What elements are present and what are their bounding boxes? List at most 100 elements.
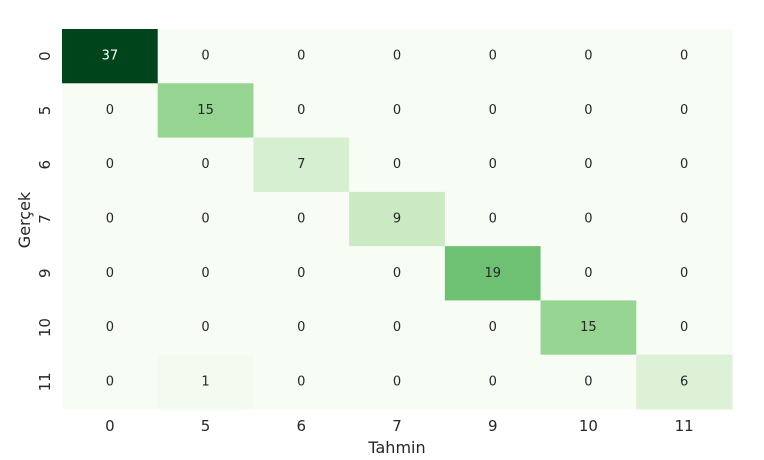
x-tick-label-0: 0 — [105, 417, 115, 435]
heatmap-cell-r6-c3 — [349, 354, 446, 410]
x-tick-label-4: 9 — [488, 417, 498, 435]
heatmap-cell-r6-c0 — [62, 354, 159, 410]
y-tick-label-2: 6 — [36, 160, 54, 170]
cell-value-r6-c6: 6 — [680, 374, 688, 389]
heatmap-cell-r2-c0 — [62, 137, 159, 193]
cell-value-r1-c6: 0 — [680, 103, 688, 118]
heatmap-cell-r1-c0 — [62, 83, 159, 139]
cell-value-r2-c6: 0 — [680, 157, 688, 172]
heatmap-cell-r4-c1 — [157, 246, 254, 301]
heatmap-cell-r2-c2 — [253, 137, 350, 193]
x-tick-label-3: 7 — [392, 417, 402, 435]
heatmap-cell-r6-c6 — [636, 354, 733, 410]
heatmap-cell-r0-c2 — [253, 29, 350, 84]
heatmap-cell-r6-c4 — [444, 354, 542, 410]
cell-value-r3-c6: 0 — [680, 212, 688, 227]
cell-value-r5-c1: 0 — [201, 320, 209, 335]
heatmap-cell-r0-c0 — [62, 29, 159, 84]
cell-value-r6-c0: 0 — [106, 374, 114, 389]
cell-value-r3-c3: 9 — [393, 212, 401, 227]
cell-value-r3-c2: 0 — [297, 212, 305, 227]
cell-value-r0-c5: 0 — [584, 49, 592, 64]
cell-value-r5-c2: 0 — [297, 320, 305, 335]
y-tick-labels: 0 5 6 7 9 10 11 — [36, 51, 54, 391]
heatmap-cell-r1-c4 — [444, 83, 542, 139]
y-tick-label-0: 0 — [36, 51, 54, 61]
cell-value-r6-c3: 0 — [393, 374, 401, 389]
cell-value-r1-c2: 0 — [297, 103, 305, 118]
heatmap-cell-r5-c6 — [636, 300, 733, 356]
heatmap-cell-r5-c2 — [253, 300, 350, 356]
heatmap-cell-r5-c1 — [157, 300, 254, 356]
heatmap-cell-r4-c0 — [62, 246, 159, 301]
cell-value-r5-c0: 0 — [106, 320, 114, 335]
heatmap-cell-r3-c4 — [444, 191, 542, 247]
cell-value-r0-c3: 0 — [393, 49, 401, 64]
heatmap-cell-r2-c3 — [349, 137, 446, 193]
cell-value-r4-c4: 19 — [484, 266, 501, 281]
heatmap-cell-r1-c2 — [253, 83, 350, 139]
heatmap-cell-r0-c1 — [157, 29, 254, 84]
cell-value-r4-c3: 0 — [393, 266, 401, 281]
heatmap-cell-r4-c6 — [636, 246, 733, 301]
heatmap-cell-r0-c5 — [540, 29, 637, 84]
cell-value-r4-c1: 0 — [201, 266, 209, 281]
y-axis-label: Gerçek — [15, 191, 34, 248]
heatmap-cell-r4-c2 — [253, 246, 350, 301]
y-tick-label-1: 5 — [36, 106, 54, 116]
heatmap-cell-r5-c4 — [444, 300, 542, 356]
heatmap-cell-r5-c3 — [349, 300, 446, 356]
cell-value-r1-c0: 0 — [106, 103, 114, 118]
cell-value-r0-c1: 0 — [201, 49, 209, 64]
cell-value-r1-c3: 0 — [393, 103, 401, 118]
heatmap-cell-r6-c2 — [253, 354, 350, 410]
cell-value-r4-c6: 0 — [680, 266, 688, 281]
heatmap-cell-r2-c4 — [444, 137, 542, 193]
cell-value-r5-c4: 0 — [489, 320, 497, 335]
cell-value-r3-c4: 0 — [489, 212, 497, 227]
heatmap-cell-r1-c6 — [636, 83, 733, 139]
x-tick-label-5: 10 — [579, 417, 598, 435]
heatmap-cell-r6-c1 — [157, 354, 254, 410]
cell-value-r2-c2: 7 — [297, 157, 305, 172]
y-tick-label-4: 9 — [36, 269, 54, 279]
cell-value-r0-c0: 37 — [102, 49, 119, 64]
heatmap-cell-r4-c3 — [349, 246, 446, 301]
heatmap-cell-r1-c5 — [540, 83, 637, 139]
cell-value-r5-c5: 15 — [580, 320, 597, 335]
cell-value-r2-c0: 0 — [106, 157, 114, 172]
heatmap-cell-r1-c3 — [349, 83, 446, 139]
heatmap-cell-r0-c3 — [349, 29, 446, 84]
cell-value-r2-c3: 0 — [393, 157, 401, 172]
cell-value-r4-c5: 0 — [584, 266, 592, 281]
cell-value-r0-c2: 0 — [297, 49, 305, 64]
y-tick-label-3: 7 — [36, 214, 54, 224]
heatmap-cell-r5-c0 — [62, 300, 159, 356]
cell-value-r3-c1: 0 — [201, 212, 209, 227]
cell-value-r6-c5: 0 — [584, 374, 592, 389]
heatmap-cell-r0-c4 — [444, 29, 542, 84]
heatmap-cells: 37 0 0 0 0 0 0 0 15 0 0 0 0 0 0 0 7 0 0 0 0 0 0 0 9 0 0 0 0 0 0 0 19 0 0 0 0… — [62, 29, 733, 410]
x-tick-label-6: 11 — [675, 417, 694, 435]
cell-value-r1-c4: 0 — [489, 103, 497, 118]
cell-value-r6-c2: 0 — [297, 374, 305, 389]
heatmap-cell-r3-c2 — [253, 191, 350, 247]
heatmap-cell-r3-c1 — [157, 191, 254, 247]
cell-value-r2-c4: 0 — [489, 157, 497, 172]
cell-value-r0-c4: 0 — [489, 49, 497, 64]
heatmap-cell-r6-c5 — [540, 354, 637, 410]
cell-value-r6-c1: 1 — [201, 374, 209, 389]
heatmap-cell-r2-c5 — [540, 137, 637, 193]
y-tick-label-6: 11 — [36, 372, 54, 391]
heatmap-cell-r2-c1 — [157, 137, 254, 193]
y-tick-label-5: 10 — [36, 318, 54, 337]
cell-value-r4-c0: 0 — [106, 266, 114, 281]
heatmap-cell-r2-c6 — [636, 137, 733, 193]
cell-value-r0-c6: 0 — [680, 49, 688, 64]
cell-value-r2-c5: 0 — [584, 157, 592, 172]
cell-value-r3-c5: 0 — [584, 212, 592, 227]
heatmap-cell-r0-c6 — [636, 29, 733, 84]
cell-value-r1-c1: 15 — [197, 103, 214, 118]
cell-value-r5-c3: 0 — [393, 320, 401, 335]
